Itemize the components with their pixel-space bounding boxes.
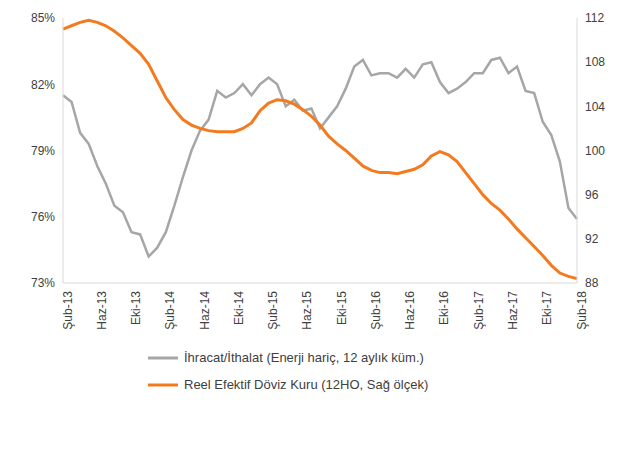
svg-text:79%: 79%: [31, 144, 55, 158]
svg-text:92: 92: [585, 232, 599, 246]
svg-text:100: 100: [585, 144, 605, 158]
svg-text:73%: 73%: [31, 276, 55, 290]
svg-text:Eki-17: Eki-17: [540, 291, 554, 325]
svg-text:Eki-13: Eki-13: [129, 291, 143, 325]
svg-text:82%: 82%: [31, 78, 55, 92]
svg-text:76%: 76%: [31, 210, 55, 224]
svg-text:Haz-14: Haz-14: [198, 291, 212, 330]
svg-text:96: 96: [585, 188, 599, 202]
svg-text:Şub-16: Şub-16: [369, 291, 383, 330]
svg-text:Haz-17: Haz-17: [506, 291, 520, 330]
svg-text:Şub-18: Şub-18: [575, 291, 589, 330]
svg-text:Haz-15: Haz-15: [300, 291, 314, 330]
svg-text:108: 108: [585, 55, 605, 69]
svg-text:Haz-13: Haz-13: [95, 291, 109, 330]
svg-text:85%: 85%: [31, 11, 55, 25]
svg-text:Şub-14: Şub-14: [163, 291, 177, 330]
svg-text:104: 104: [585, 100, 605, 114]
svg-text:112: 112: [585, 11, 604, 25]
svg-text:Haz-16: Haz-16: [403, 291, 417, 330]
svg-text:Eki-14: Eki-14: [232, 291, 246, 325]
svg-text:Şub-15: Şub-15: [266, 291, 280, 330]
html-text:Reel Efektif Döviz Kuru (12HO,: Reel Efektif Döviz Kuru (12HO, Sağ ölçek…: [184, 377, 429, 392]
html-text:İhracat/İthalat (Enerji hariç,: İhracat/İthalat (Enerji hariç, 12 aylık …: [184, 350, 424, 365]
svg-text:88: 88: [585, 276, 599, 290]
svg-text:Eki-16: Eki-16: [437, 291, 451, 325]
svg-text:Eki-15: Eki-15: [335, 291, 349, 325]
svg-text:Şub-13: Şub-13: [61, 291, 75, 330]
svg-text:Şub-17: Şub-17: [472, 291, 486, 330]
